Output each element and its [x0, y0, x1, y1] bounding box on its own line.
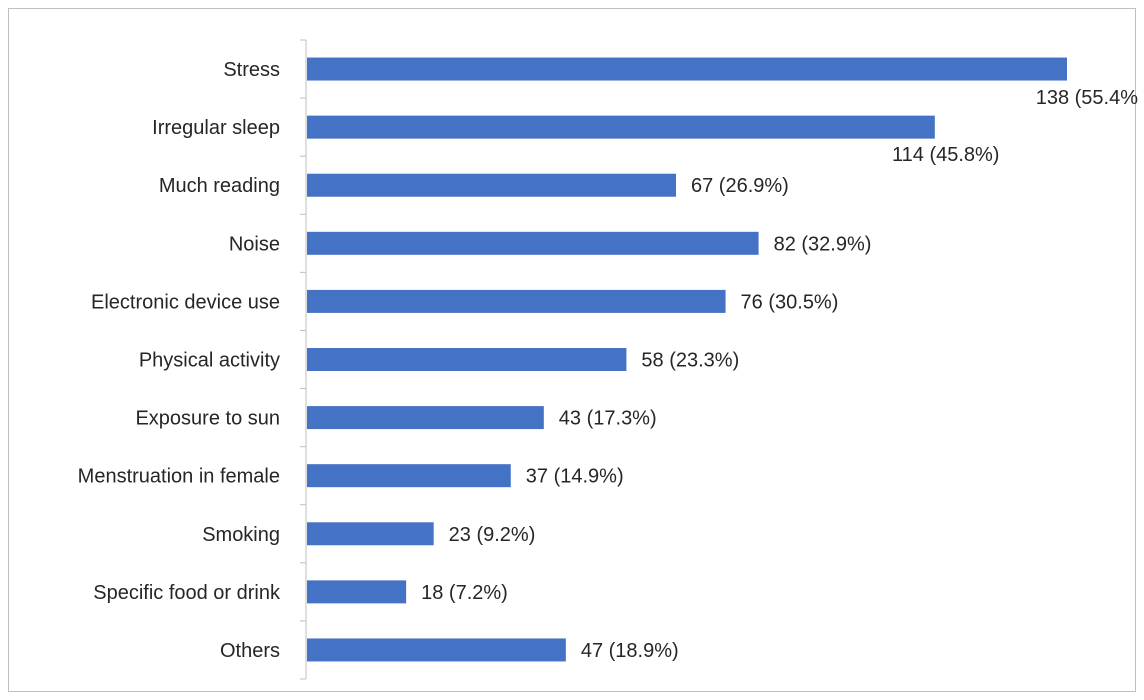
category-label-3: Noise — [229, 233, 280, 255]
category-label-8: Smoking — [202, 524, 280, 546]
category-label-7: Menstruation in female — [78, 466, 280, 488]
bar-3 — [307, 231, 759, 255]
bar-6 — [307, 406, 544, 430]
category-label-9: Specific food or drink — [93, 582, 281, 604]
data-label-4: 76 (30.5%) — [741, 291, 839, 313]
category-label-6: Exposure to sun — [135, 408, 280, 430]
bar-8 — [307, 522, 434, 546]
data-label-8: 23 (9.2%) — [449, 524, 536, 546]
data-label-0: 138 (55.4% — [1036, 87, 1139, 109]
bar-5 — [307, 348, 627, 371]
category-label-10: Others — [220, 640, 280, 662]
category-label-4: Electronic device use — [91, 291, 280, 313]
data-label-3: 82 (32.9%) — [774, 233, 872, 255]
bar-1 — [307, 115, 935, 139]
bar-10 — [307, 638, 566, 662]
bar-0 — [307, 57, 1067, 81]
bar-7 — [307, 464, 511, 488]
data-label-2: 67 (26.9%) — [691, 175, 789, 197]
data-label-6: 43 (17.3%) — [559, 408, 657, 430]
category-label-1: Irregular sleep — [152, 117, 280, 139]
bar-9 — [307, 580, 407, 604]
data-label-9: 18 (7.2%) — [421, 582, 508, 604]
data-label-1: 114 (45.8%) — [892, 144, 999, 166]
data-label-5: 58 (23.3%) — [641, 350, 739, 372]
data-label-7: 37 (14.9%) — [526, 466, 624, 488]
category-label-2: Much reading — [159, 175, 280, 197]
category-label-5: Physical activity — [139, 350, 280, 372]
bar-2 — [307, 173, 676, 197]
bar-4 — [307, 289, 726, 313]
category-label-0: Stress — [223, 59, 280, 81]
data-label-10: 47 (18.9%) — [581, 640, 679, 662]
